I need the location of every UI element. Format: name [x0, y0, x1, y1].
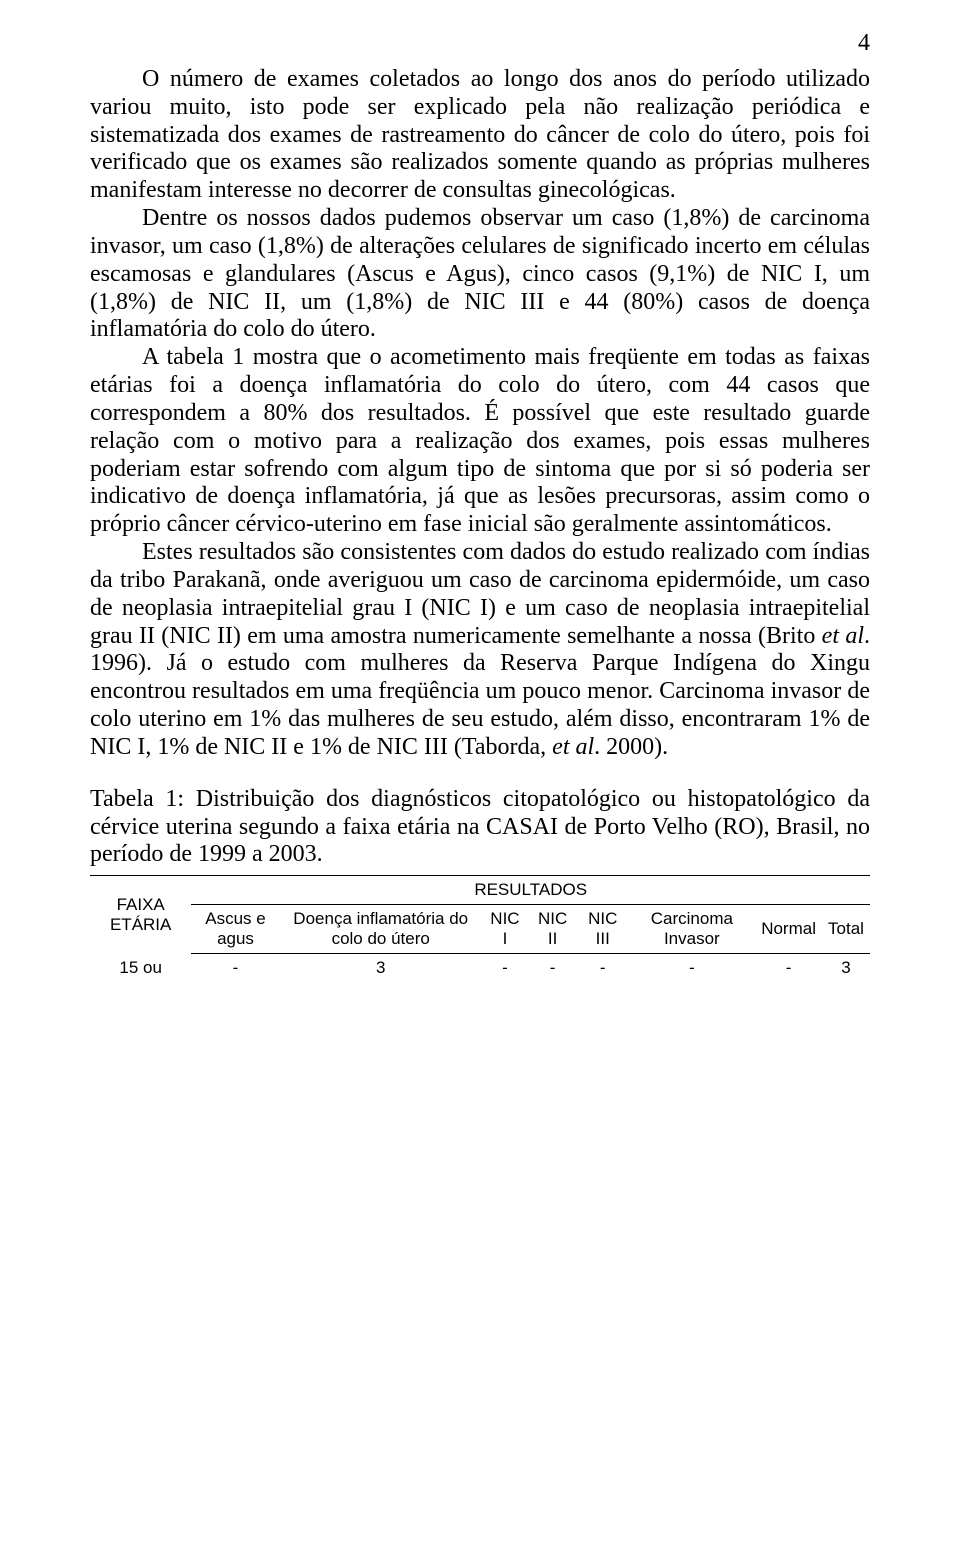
col-header-ascus: Ascus e agus	[191, 905, 279, 954]
cell-normal: -	[755, 954, 822, 983]
col-header-doenca: Doença inflamatória do colo do útero	[280, 905, 482, 954]
paragraph-1: O número de exames coletados ao longo do…	[90, 66, 870, 205]
col-header-total: Total	[822, 905, 870, 954]
cell-ascus: -	[191, 954, 279, 983]
cell-nic1: -	[482, 954, 528, 983]
cell-nic3: -	[577, 954, 628, 983]
page-number: 4	[858, 30, 870, 57]
paragraph-3: A tabela 1 mostra que o acometimento mai…	[90, 344, 870, 539]
col-header-nic3: NIC III	[577, 905, 628, 954]
cell-faixa: 15 ou	[90, 954, 191, 983]
cell-doenca: 3	[280, 954, 482, 983]
paragraph-4: Estes resultados são consistentes com da…	[90, 539, 870, 762]
table-caption: Tabela 1: Distribuição dos diagnósticos …	[90, 786, 870, 869]
cell-total: 3	[822, 954, 870, 983]
col-header-resultados: RESULTADOS	[191, 876, 870, 905]
col-header-nic1: NIC I	[482, 905, 528, 954]
cell-nic2: -	[528, 954, 577, 983]
page: 4 O número de exames coletados ao longo …	[0, 0, 960, 1550]
col-header-faixa: FAIXA ETÁRIA	[90, 876, 191, 954]
cell-carcinoma: -	[628, 954, 755, 983]
body-text: O número de exames coletados ao longo do…	[90, 66, 870, 762]
results-table: FAIXA ETÁRIA RESULTADOS Ascus e agus Doe…	[90, 875, 870, 982]
table-row: 15 ou - 3 - - - - - 3	[90, 954, 870, 983]
col-header-carcinoma: Carcinoma Invasor	[628, 905, 755, 954]
col-header-normal: Normal	[755, 905, 822, 954]
paragraph-2: Dentre os nossos dados pudemos observar …	[90, 205, 870, 344]
col-header-nic2: NIC II	[528, 905, 577, 954]
